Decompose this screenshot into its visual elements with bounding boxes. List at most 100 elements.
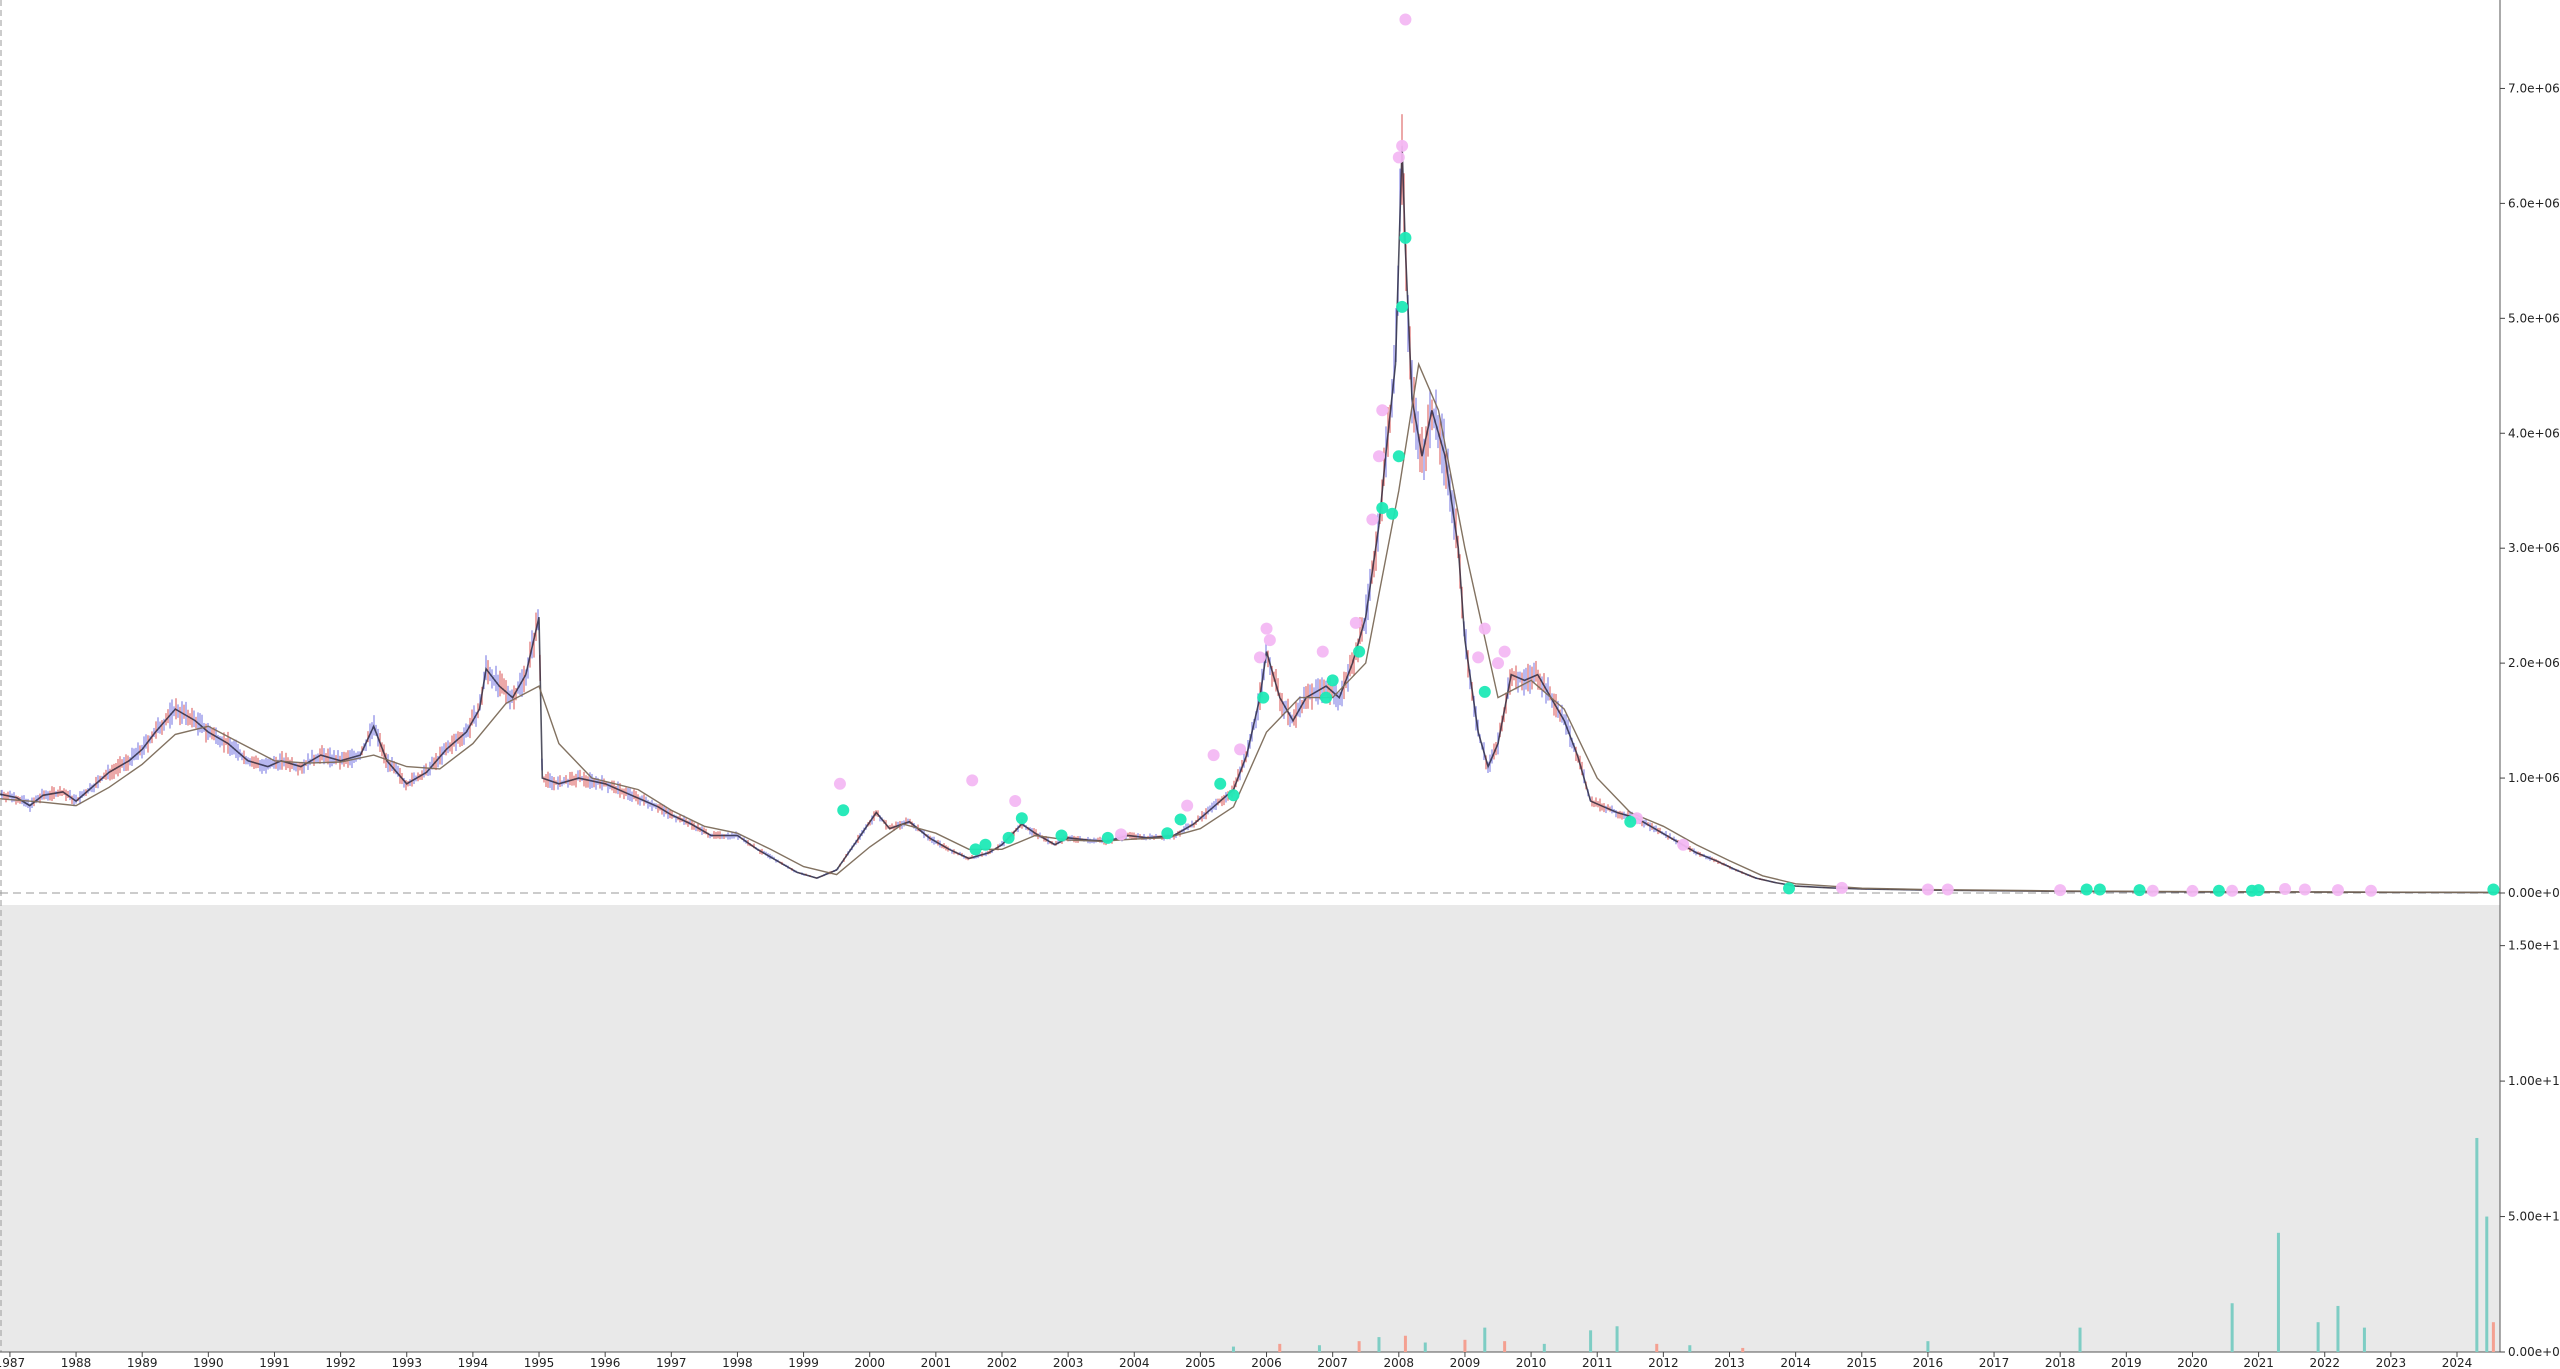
volume-bar	[1926, 1341, 1930, 1352]
x-tick-label: 2014	[1780, 1356, 1811, 1369]
volume-bars	[1231, 1137, 2495, 1352]
x-tick-label: 2010	[1516, 1356, 1547, 1369]
sell-marker	[1349, 616, 1362, 629]
x-tick-label: 2003	[1053, 1356, 1084, 1369]
buy-marker	[2252, 884, 2265, 897]
volume-bar	[1741, 1347, 1745, 1352]
sell-marker	[966, 774, 979, 787]
sell-marker	[1009, 795, 1022, 808]
buy-marker	[979, 838, 992, 851]
x-tick-label: 2002	[987, 1356, 1018, 1369]
sell-marker	[1263, 634, 1276, 647]
buy-marker	[1214, 777, 1227, 790]
buy-marker	[1624, 815, 1637, 828]
buy-marker	[1386, 507, 1399, 520]
volume-bar	[1403, 1335, 1407, 1352]
volume-bar	[1357, 1341, 1361, 1352]
buy-marker	[1002, 831, 1015, 844]
sell-marker	[1921, 883, 1934, 896]
volume-bar	[1688, 1345, 1692, 1352]
sell-marker	[2186, 884, 2199, 897]
x-tick-label: 1998	[722, 1356, 753, 1369]
sell-marker	[1366, 513, 1379, 526]
x-tick-label: 2011	[1582, 1356, 1613, 1369]
volume-bar	[1589, 1330, 1593, 1352]
x-tick-label: 2017	[1979, 1356, 2010, 1369]
sell-marker	[1677, 838, 1690, 851]
volume-bar	[2078, 1327, 2082, 1352]
volume-bar	[2276, 1232, 2280, 1352]
buy-marker	[1320, 691, 1333, 704]
price-panel-background	[0, 0, 2500, 905]
x-tick-label: 1994	[458, 1356, 489, 1369]
price-y-tick-label: 2.0e+06	[2508, 656, 2560, 670]
x-tick-label: 1991	[259, 1356, 290, 1369]
x-tick-label: 2009	[1450, 1356, 1481, 1369]
volume-bar	[1542, 1343, 1546, 1352]
buy-marker	[1392, 450, 1405, 463]
sell-marker	[2331, 884, 2344, 897]
x-tick-label: 2006	[1251, 1356, 1282, 1369]
buy-marker	[2212, 884, 2225, 897]
volume-bar	[2336, 1305, 2340, 1352]
x-tick-label: 1988	[61, 1356, 92, 1369]
volume-y-ticks: 0.00e+00 5.00e+11 1.00e+12 1.50e+12	[2500, 939, 2560, 1359]
buy-marker	[1353, 645, 1366, 658]
sell-marker	[1498, 645, 1511, 658]
volume-bar	[1231, 1346, 1235, 1352]
buy-marker	[1161, 827, 1174, 840]
sell-marker	[1234, 743, 1247, 756]
buy-marker	[837, 804, 850, 817]
price-y-tick-label: 4.0e+06	[2508, 426, 2560, 440]
x-tick-label: 2015	[1846, 1356, 1877, 1369]
sell-marker	[1115, 828, 1128, 841]
volume-bar	[1317, 1345, 1321, 1352]
x-tick-label: 2018	[2045, 1356, 2076, 1369]
trade-markers	[833, 13, 2500, 897]
x-tick-label: 1996	[590, 1356, 621, 1369]
buy-marker	[1396, 300, 1409, 313]
buy-marker	[1783, 882, 1796, 895]
x-tick-label: 2021	[2243, 1356, 2274, 1369]
volume-bar	[1483, 1327, 1487, 1352]
sell-marker	[2279, 882, 2292, 895]
sell-marker	[1492, 657, 1505, 670]
x-tick-label: 2004	[1119, 1356, 1150, 1369]
x-tick-label: 2008	[1384, 1356, 1415, 1369]
volume-bar	[1278, 1343, 1282, 1352]
x-tick-label: 2007	[1317, 1356, 1348, 1369]
x-tick-label: 2005	[1185, 1356, 1216, 1369]
close-price-line	[0, 145, 2501, 894]
sell-marker	[1396, 139, 1409, 152]
volume-bar	[1615, 1326, 1619, 1352]
volume-bar	[2316, 1322, 2320, 1352]
sell-marker	[2146, 884, 2159, 897]
sell-marker	[1260, 622, 1273, 635]
x-tick-label: 1995	[524, 1356, 555, 1369]
x-tick-label: 1989	[127, 1356, 158, 1369]
volume-bar	[1423, 1342, 1427, 1352]
sell-marker	[1478, 622, 1491, 635]
sell-marker	[2054, 884, 2067, 897]
buy-marker	[2093, 883, 2106, 896]
volume-bar	[2491, 1322, 2495, 1352]
buy-marker	[969, 843, 982, 856]
buy-marker	[1478, 685, 1491, 698]
volume-bar	[1463, 1339, 1467, 1352]
volume-bar	[1503, 1341, 1507, 1352]
buy-marker	[1174, 813, 1187, 826]
sell-marker	[2298, 883, 2311, 896]
volume-y-tick-label: 0.00e+00	[2508, 1345, 2560, 1359]
x-tick-label: 2001	[921, 1356, 952, 1369]
sell-marker	[1472, 651, 1485, 664]
x-tick-label: 1992	[325, 1356, 356, 1369]
volume-y-tick-label: 1.50e+12	[2508, 939, 2560, 953]
sell-marker	[2226, 884, 2239, 897]
x-tick-label: 1997	[656, 1356, 687, 1369]
sell-marker	[1207, 749, 1220, 762]
sell-marker	[2365, 884, 2378, 897]
sell-marker	[1253, 651, 1266, 664]
buy-marker	[1055, 829, 1068, 842]
